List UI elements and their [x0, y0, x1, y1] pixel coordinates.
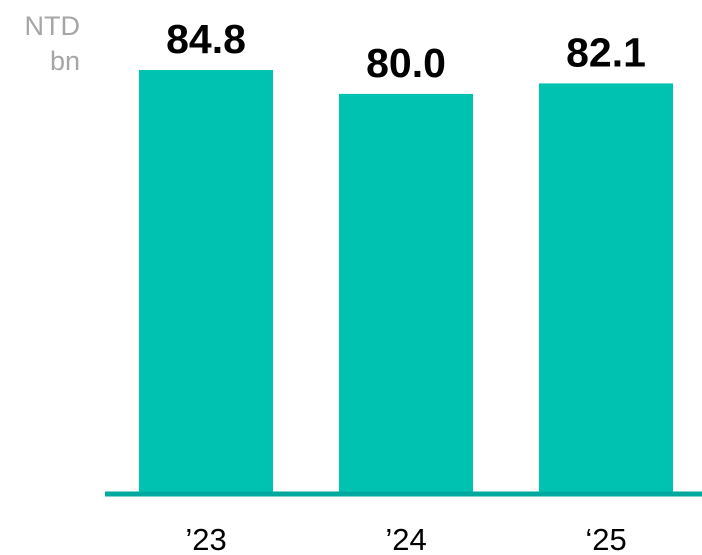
x-tick-label-0: ’23 — [185, 522, 226, 555]
bar-2 — [539, 83, 673, 493]
x-tick-label-2: ‘25 — [585, 522, 626, 555]
value-label-2: 82.1 — [566, 29, 646, 75]
x-tick-labels-group: ’23 ’24 ‘25 — [185, 522, 626, 555]
bar-1 — [339, 93, 473, 493]
bars-group — [139, 70, 673, 493]
bar-0 — [139, 70, 273, 492]
value-labels-group: 84.8 80.0 82.1 — [166, 16, 646, 86]
unit-label-line-1: NTD — [24, 11, 81, 41]
x-tick-label-1: ’24 — [385, 522, 426, 555]
unit-label-line-2: bn — [49, 46, 80, 76]
value-label-1: 80.0 — [366, 40, 446, 86]
value-label-0: 84.8 — [166, 16, 246, 62]
